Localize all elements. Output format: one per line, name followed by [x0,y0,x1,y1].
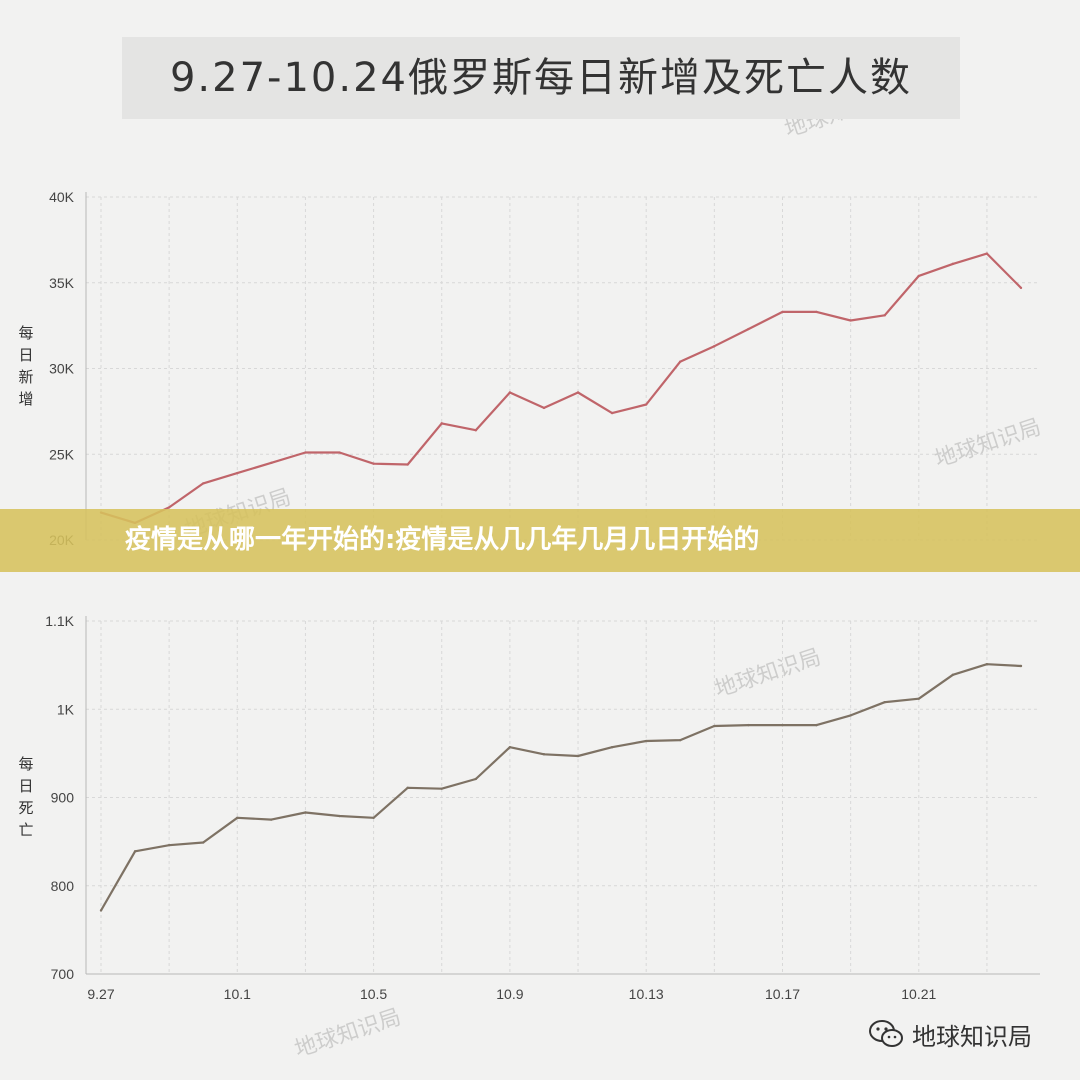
series-line [100,252,1022,525]
data-point [338,814,341,818]
data-point [679,738,682,742]
data-point [713,724,716,728]
data-point [849,319,852,322]
brand-name: 地球知识局 [912,1022,1032,1051]
data-point [849,714,852,717]
data-point [372,816,375,819]
data-point [236,816,239,819]
watermark-text: 地球知识局 [292,1005,404,1063]
data-point [202,841,205,844]
y-axis-label: 每日新增 [18,324,33,408]
y-axis-label: 每日死亡 [18,755,33,839]
data-point [338,451,341,454]
x-tick-label: 10.17 [765,986,800,1002]
deaths-y-tick: 900 [51,790,75,806]
data-point [474,429,478,432]
data-point [133,850,137,853]
brand-watermark: 地球知识局 [868,1014,1032,1054]
data-point [474,777,478,781]
data-point [985,663,989,666]
deaths-y-tick: 800 [51,878,75,894]
x-tick-label: 10.21 [901,986,936,1002]
data-point [951,673,955,677]
data-point [202,482,205,485]
deaths-y-tick: 700 [51,966,75,982]
data-point [576,754,580,758]
data-point [167,506,171,509]
data-point [406,463,409,466]
data-point [406,786,409,789]
deaths-y-tick: 1K [57,701,75,717]
data-point [508,391,512,394]
data-point [679,360,682,363]
x-tick-label: 10.1 [224,986,251,1002]
data-point [985,252,989,255]
watermark-text: 地球知识局 [712,645,824,703]
data-point [713,345,716,348]
new-cases-chart: 20K25K30K35K40K每日新增 [18,189,1040,548]
data-point [270,461,273,465]
data-point [576,391,580,394]
deaths-chart: 700 800 900 1K 1.1K 9.27 10.1 10.5 10.9 10.13 10.1… [18,613,1040,1002]
series-line [100,663,1022,912]
x-tick-label: 10.5 [360,986,387,1002]
data-point [951,262,955,266]
data-point [440,422,443,425]
data-point [1019,664,1023,668]
data-point [1019,286,1023,290]
chart-title: 9.27-10.24俄罗斯每日新增及死亡人数 [169,55,912,101]
data-point [815,723,818,727]
data-point [747,723,750,727]
data-point [815,310,818,314]
data-point [542,406,546,410]
data-point [610,745,614,749]
data-point [304,811,307,814]
new-cases-y-tick: 40K [49,189,75,205]
wechat-icon [869,1020,903,1047]
data-point [99,909,103,912]
data-point [917,697,920,700]
article-banner[interactable]: 疫情是从哪一年开始的:疫情是从几几年几月几日开始的 [0,509,1080,572]
data-point [644,739,648,743]
data-point [917,274,920,278]
data-point [236,471,239,475]
data-point [440,787,443,790]
banner-headline[interactable]: 疫情是从哪一年开始的:疫情是从几几年几月几日开始的 [125,525,760,555]
data-point [508,745,512,749]
deaths-y-tick: 1.1K [45,613,74,629]
x-tick-label: 10.9 [496,986,523,1002]
data-point [610,411,614,415]
data-point [644,403,648,406]
data-point [542,753,546,756]
x-tick-label: 9.27 [87,986,114,1002]
data-point [747,327,750,331]
x-tick-label: 10.13 [629,986,664,1002]
new-cases-y-tick: 25K [49,446,75,462]
title-box: 9.27-10.24俄罗斯每日新增及死亡人数 [122,37,960,119]
watermark-text: 地球知识局 [932,415,1044,473]
data-point [304,451,307,454]
new-cases-y-tick: 35K [49,275,75,291]
data-point [781,723,784,727]
data-point [883,314,886,317]
data-point [372,462,375,465]
data-point [167,843,171,847]
data-point [781,310,784,314]
new-cases-y-tick: 30K [49,361,75,377]
data-point [270,818,273,821]
data-point [883,700,886,704]
